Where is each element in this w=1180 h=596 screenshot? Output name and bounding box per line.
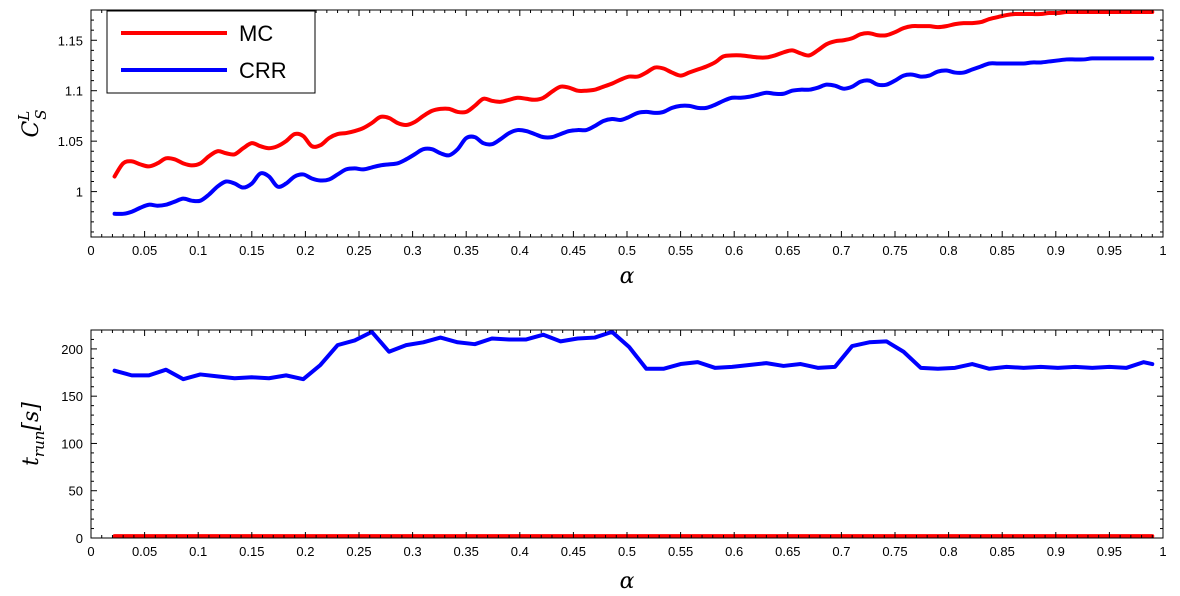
- bottom-axes-frame: [90, 329, 1164, 539]
- bottom-x-tick-label: 0.2: [296, 544, 314, 559]
- top-x-tick-label: 0.7: [832, 243, 850, 258]
- top-x-tick-label: 0.25: [346, 243, 371, 258]
- top-x-tick-label: 0.3: [404, 243, 422, 258]
- bottom-y-tick-label: 150: [61, 389, 83, 404]
- bottom-x-tick-label: 0.75: [882, 544, 907, 559]
- top-y-tick-label: 1.15: [58, 33, 83, 48]
- bottom-y-tick-label: 100: [61, 436, 83, 451]
- top-x-axis-label: α: [620, 264, 635, 289]
- bottom-x-tick-label: 0: [87, 544, 94, 559]
- top-series-crr-line: [112, 56, 1155, 216]
- top-x-tick-label: 0.4: [511, 243, 529, 258]
- bottom-y-label-main: t: [19, 457, 44, 466]
- legend: MC CRR: [106, 10, 316, 94]
- bottom-x-tick-label: 0.05: [132, 544, 157, 559]
- top-y-tick-label: 1.1: [65, 84, 83, 99]
- bottom-x-tick-label: 0.65: [775, 544, 800, 559]
- bottom-x-tick-label: 0.3: [404, 544, 422, 559]
- top-x-tick-label: 0.05: [132, 243, 157, 258]
- top-series-mc-line: [112, 10, 1155, 179]
- bottom-x-tick-label: 0.95: [1097, 544, 1122, 559]
- top-x-tick-label: 0.9: [1047, 243, 1065, 258]
- top-x-tick-label: 1: [1159, 243, 1166, 258]
- bottom-y-tick-label: 50: [69, 484, 83, 499]
- bottom-x-tick-label: 0.85: [990, 544, 1015, 559]
- bottom-x-tick-label: 0.1: [189, 544, 207, 559]
- top-x-tick-label: 0.6: [725, 243, 743, 258]
- bottom-x-tick-label: 0.4: [511, 544, 529, 559]
- bottom-x-tick-label: 0.35: [454, 544, 479, 559]
- legend-label-mc: MC: [239, 21, 273, 46]
- bottom-y-label-suffix: [s]: [19, 402, 44, 431]
- top-x-tick-label: 0.65: [775, 243, 800, 258]
- bottom-y-axis-label: trun[s]: [19, 402, 48, 466]
- bottom-x-tick-label: 0.45: [561, 544, 586, 559]
- bottom-x-axis-label: α: [620, 569, 635, 594]
- top-x-tick-label: 0.95: [1097, 243, 1122, 258]
- top-x-tick-label: 0.45: [561, 243, 586, 258]
- top-x-tick-label: 0.75: [882, 243, 907, 258]
- bottom-series-crr-line: [112, 330, 1155, 382]
- bottom-series-group: [112, 330, 1155, 538]
- top-x-tick-label: 0.2: [296, 243, 314, 258]
- bottom-x-tick-label: 0.15: [239, 544, 264, 559]
- top-x-tick-label: 0.15: [239, 243, 264, 258]
- bottom-y-tick-label: 0: [76, 531, 83, 546]
- bottom-x-tick-label: 0.7: [832, 544, 850, 559]
- bottom-x-tick-label: 0.9: [1047, 544, 1065, 559]
- bottom-x-tick-label: 0.5: [618, 544, 636, 559]
- top-x-tick-label: 0.8: [940, 243, 958, 258]
- top-y-tick-label: 1.05: [58, 134, 83, 149]
- legend-box: [106, 10, 316, 94]
- top-y-axis-label: CLS: [15, 109, 50, 137]
- top-chart-plot: 0 0.05 0.1 0.15 0.2 0.25 0.3 0.35 0.4 0.45 0.5 0.55…: [15, 9, 1167, 289]
- bottom-y-label-sub: run: [30, 431, 48, 458]
- bottom-x-tick-label: 1: [1159, 544, 1166, 559]
- top-y-label-main: C: [19, 121, 44, 138]
- bottom-x-tick-label: 0.6: [725, 544, 743, 559]
- bottom-x-tick-label: 0.55: [668, 544, 693, 559]
- top-x-tick-label: 0: [87, 243, 94, 258]
- legend-label-crr: CRR: [239, 58, 287, 83]
- top-x-tick-label: 0.85: [990, 243, 1015, 258]
- top-x-tick-label: 0.55: [668, 243, 693, 258]
- bottom-y-tick-label: 200: [61, 342, 83, 357]
- top-y-label-sub: S: [32, 109, 50, 119]
- bottom-chart-plot: 0 0.05 0.1 0.15 0.2 0.25 0.3 0.35 0.4 0.45 0.5 0.55…: [19, 329, 1167, 594]
- top-x-tick-label: 0.35: [454, 243, 479, 258]
- bottom-x-tick-label: 0.8: [940, 544, 958, 559]
- top-y-label-sup: L: [15, 111, 33, 122]
- top-y-tick-label: 1: [76, 185, 83, 200]
- bottom-x-tick-label: 0.25: [346, 544, 371, 559]
- top-x-tick-label: 0.5: [618, 243, 636, 258]
- top-series-group: [112, 10, 1155, 216]
- top-x-tick-label: 0.1: [189, 243, 207, 258]
